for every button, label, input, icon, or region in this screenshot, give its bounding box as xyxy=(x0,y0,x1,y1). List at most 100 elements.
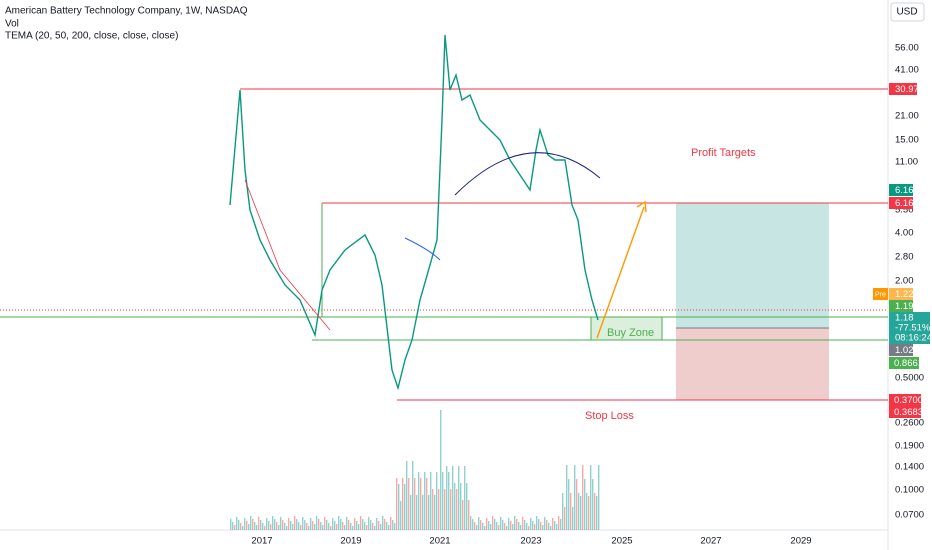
volume-bar xyxy=(570,493,572,530)
volume-bar xyxy=(298,522,300,530)
volume-bar xyxy=(448,472,450,530)
volume-bar xyxy=(236,517,238,530)
volume-bar xyxy=(270,524,272,530)
price-axis-label: 2.00 xyxy=(895,276,914,287)
volume-bar xyxy=(430,472,432,530)
volume-bar xyxy=(310,518,312,530)
volume-bar xyxy=(252,519,254,530)
tema-line xyxy=(454,152,601,196)
price-axis-label: 15.00 xyxy=(895,135,919,146)
volume-bar xyxy=(356,521,358,530)
volume-bar xyxy=(342,522,344,530)
volume-bar xyxy=(376,518,378,530)
volume-bar xyxy=(398,484,400,530)
price-line xyxy=(229,34,599,391)
change: -77.51% xyxy=(895,323,931,334)
volume-bar xyxy=(468,500,470,530)
price-tag-text: 30.97 xyxy=(895,84,919,95)
currency-button[interactable] xyxy=(890,2,925,22)
volume-bar xyxy=(344,525,346,530)
volume-bar xyxy=(462,500,464,530)
volume-bar xyxy=(466,483,468,530)
volume-bar xyxy=(284,523,286,530)
volume-bar xyxy=(276,522,278,530)
price-tag xyxy=(889,406,921,418)
volume-bar xyxy=(406,461,408,530)
volume-bar xyxy=(364,522,366,530)
volume-bar xyxy=(598,465,600,530)
volume-bar xyxy=(262,523,264,530)
volume-bar xyxy=(300,525,302,530)
price-tag-text: 1.02 xyxy=(895,345,914,356)
volume-bar xyxy=(582,465,584,530)
volume-bar xyxy=(458,466,460,530)
volume-bar xyxy=(318,519,320,530)
annotation: Stop Loss xyxy=(585,410,634,422)
price-axis-label: 2.80 xyxy=(895,252,914,263)
currency[interactable]: USD xyxy=(896,7,917,18)
volume-bar xyxy=(534,524,536,530)
volume-bar xyxy=(234,525,236,530)
volume-bar xyxy=(400,501,402,530)
volume-bar xyxy=(396,478,398,530)
volume-bar xyxy=(422,495,424,530)
buy-zone-box xyxy=(590,316,663,341)
volume-bar xyxy=(324,517,326,530)
pre-label: Pre xyxy=(875,291,886,298)
volume-bar xyxy=(384,519,386,530)
volume-bar xyxy=(584,479,586,530)
volume-bar xyxy=(392,520,394,530)
volume-bar xyxy=(438,489,440,530)
volume-bar xyxy=(368,517,370,530)
volume-bar xyxy=(560,519,562,530)
volume-bar xyxy=(258,517,260,530)
price-axis-label: 0.1900 xyxy=(895,441,924,452)
tema-line xyxy=(404,237,441,261)
volume-bar xyxy=(336,524,338,530)
volume-bar xyxy=(456,489,458,530)
price-tag xyxy=(889,357,919,369)
volume-bar xyxy=(332,518,334,530)
volume-bar xyxy=(302,517,304,530)
volume-bar xyxy=(492,516,494,530)
last-price-tag xyxy=(889,312,930,344)
volume-bar xyxy=(426,478,428,530)
volume-bar xyxy=(240,523,242,530)
volume-bar xyxy=(446,466,448,530)
volume-bar xyxy=(536,516,538,530)
volume-bar xyxy=(390,517,392,530)
volume-bar xyxy=(592,479,594,530)
volume-bar xyxy=(502,520,504,530)
volume-bar xyxy=(346,517,348,530)
volume-bar xyxy=(320,522,322,530)
time-axis-label: 2027 xyxy=(700,536,721,547)
volume-bar xyxy=(498,525,500,530)
volume-bar xyxy=(250,516,252,530)
volume-bar xyxy=(414,478,416,530)
volume-bar xyxy=(580,496,582,530)
volume-bar xyxy=(464,466,466,530)
volume-bar xyxy=(408,478,410,530)
volume-bar xyxy=(294,516,296,530)
price-tag xyxy=(889,300,913,312)
annotation: Buy Zone xyxy=(607,327,654,339)
price-axis-label: 0.5000 xyxy=(895,373,924,384)
volume-bar xyxy=(472,519,474,530)
volume-bar xyxy=(374,526,376,530)
indicator-label: TEMA (20, 50, 200, close, close, close) xyxy=(5,31,178,42)
volume-bar xyxy=(316,516,318,530)
volume-bar xyxy=(470,516,472,530)
volume-bar xyxy=(460,483,462,530)
volume-bar xyxy=(542,525,544,530)
countdown: 08:16:24 xyxy=(895,333,932,344)
volume-bar xyxy=(590,465,592,530)
volume-bar xyxy=(348,520,350,530)
volume-bar xyxy=(494,519,496,530)
price-tag-text: 0.3700 xyxy=(894,395,923,406)
volume-bar xyxy=(322,525,324,530)
volume-bar xyxy=(352,526,354,530)
volume-bar xyxy=(268,521,270,530)
volume-bar xyxy=(514,516,516,530)
price-axis-label: 0.2600 xyxy=(895,418,924,429)
